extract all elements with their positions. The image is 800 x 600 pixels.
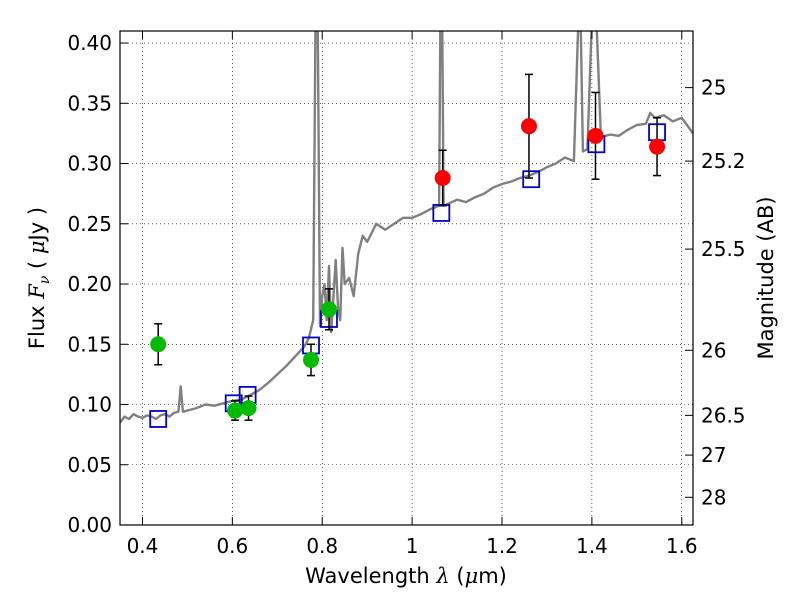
y2-tick-label: 25 [701, 76, 726, 100]
y-tick-label: 0.35 [67, 91, 112, 115]
red-photometry-point [520, 118, 537, 135]
y-tick-label: 0.20 [67, 272, 112, 296]
y2-axis-label: Magnitude (AB) [754, 196, 778, 359]
x-tick-label: 0.6 [216, 534, 248, 558]
x-label-unit-symbol: μ [465, 564, 479, 588]
x-label-symbol: λ [435, 564, 449, 588]
plot-frame [119, 30, 694, 526]
green-photometry-point [320, 301, 337, 318]
marker-layer [149, 73, 666, 428]
red-photometry-point [434, 169, 451, 186]
ticks: 0.4 0.6 0.8 1 1.2 1.4 1.6 0.00 0.05 0.10 0.15 0.20 0… [67, 31, 746, 558]
y-tick-label: 0.30 [67, 152, 112, 176]
x-label-open: ( [450, 564, 465, 588]
data-layer [120, 31, 693, 424]
y-label-prefix: Flux [25, 299, 49, 349]
model-photometry-square [432, 204, 451, 222]
y-tick-label: 0.05 [67, 453, 112, 477]
y2-tick-label: 25.5 [701, 237, 746, 261]
y-tick-label: 0.10 [67, 393, 112, 417]
spectrum-line [120, 31, 693, 424]
y-label-open: ( [25, 254, 49, 276]
red-photometry-point [649, 138, 666, 155]
y2-tick-label: 27 [701, 443, 726, 467]
y-label-unit: Jy ) [25, 207, 49, 243]
y-axis-label: Flux Fν ( μJy ) [25, 207, 53, 349]
red-photometry-point [587, 127, 604, 144]
y-tick-label: 0.00 [67, 513, 112, 537]
y-tick-label: 0.15 [67, 332, 112, 356]
x-tick-label: 1.2 [486, 534, 518, 558]
x-label-unit: m) [478, 564, 507, 588]
x-tick-label: 1.4 [576, 534, 608, 558]
y-label-unit-symbol: μ [25, 240, 49, 254]
x-label-prefix: Wavelength [305, 564, 436, 588]
y2-tick-label: 28 [701, 485, 726, 509]
model-photometry-square [149, 410, 168, 428]
x-axis-label: Wavelength λ (μm) [305, 564, 507, 588]
y-label-subscript: ν [37, 275, 53, 284]
green-photometry-point [240, 400, 257, 417]
y-tick-label: 0.25 [67, 212, 112, 236]
x-tick-label: 0.8 [306, 534, 338, 558]
model-photometry-square [522, 170, 541, 189]
y-label-symbol: F [25, 283, 49, 300]
y2-tick-label: 26 [701, 338, 726, 362]
x-tick-label: 0.4 [127, 534, 159, 558]
x-tick-label: 1 [406, 534, 419, 558]
x-tick-label: 1.6 [666, 534, 698, 558]
green-photometry-point [227, 402, 244, 419]
y2-tick-label: 26.5 [701, 403, 746, 427]
y2-tick-label: 25.2 [701, 149, 746, 173]
green-photometry-point [303, 351, 319, 368]
y-tick-label: 0.40 [67, 31, 112, 55]
green-photometry-point [150, 336, 167, 353]
